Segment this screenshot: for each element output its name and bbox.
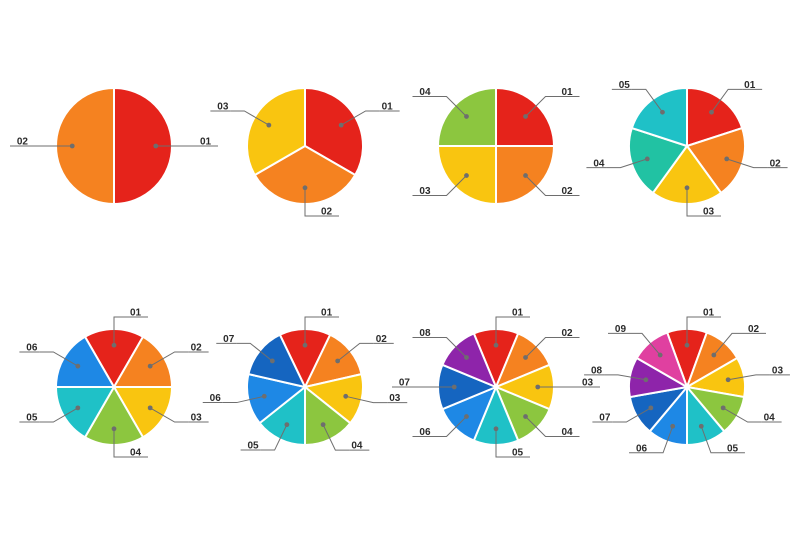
- leader-dot: [535, 385, 540, 390]
- leader-dot: [464, 414, 469, 419]
- leader-dot: [343, 394, 348, 399]
- leader-dot: [147, 406, 152, 411]
- pie-cell-8: 010203040506070809: [591, 272, 782, 504]
- leader-dot: [523, 173, 528, 178]
- leader-dot: [648, 406, 653, 411]
- leader-dot: [523, 414, 528, 419]
- pie-cell-6: 01020304050607: [209, 272, 400, 504]
- leader-dot: [464, 114, 469, 119]
- pie-cell-5: 010203040506: [18, 272, 209, 504]
- pie-chart-2: 0102: [19, 41, 209, 251]
- pie-cell-7: 0102030405060708: [400, 272, 591, 504]
- leader-dot: [451, 385, 456, 390]
- leader-dot: [464, 355, 469, 360]
- leader-dot: [657, 353, 662, 358]
- pie-chart-7: 01020304050607: [210, 282, 400, 492]
- leader-dot: [69, 143, 74, 148]
- leader-dot: [493, 427, 498, 432]
- pie-cell-2: 010203: [209, 30, 400, 262]
- pie-cell-1: 0102: [18, 30, 209, 262]
- leader-dot: [724, 156, 729, 161]
- leader-dot: [266, 122, 271, 127]
- leader-dot: [725, 378, 730, 383]
- leader-dot: [523, 355, 528, 360]
- leader-dot: [684, 343, 689, 348]
- leader-dot: [111, 427, 116, 432]
- leader-dot: [720, 406, 725, 411]
- leader-dot: [644, 156, 649, 161]
- leader-dot: [284, 422, 289, 427]
- pie-chart-3: 010203: [210, 41, 400, 251]
- leader-dot: [269, 359, 274, 364]
- pie-chart-6: 010203040506: [19, 282, 209, 492]
- leader-dot: [709, 110, 714, 115]
- leader-dot: [660, 110, 665, 115]
- leader-dot: [684, 185, 689, 190]
- pie-chart-4: 01020304: [401, 41, 591, 251]
- leader-dot: [670, 424, 675, 429]
- leader-dot: [711, 353, 716, 358]
- pie-chart-8: 0102030405060708: [401, 282, 591, 492]
- pie-grid: 0102 010203 01020304 0102030405 01020304…: [0, 0, 800, 533]
- pie-cell-3: 01020304: [400, 30, 591, 262]
- leader-dot: [261, 394, 266, 399]
- leader-dot: [320, 422, 325, 427]
- leader-dot: [464, 173, 469, 178]
- leader-dot: [338, 122, 343, 127]
- leader-dot: [111, 343, 116, 348]
- leader-dot: [302, 185, 307, 190]
- leader-dot: [147, 364, 152, 369]
- leader-dot: [75, 364, 80, 369]
- leader-dot: [523, 114, 528, 119]
- leader-dot: [302, 343, 307, 348]
- pie-chart-5: 0102030405: [592, 41, 782, 251]
- pie-cell-4: 0102030405: [591, 30, 782, 262]
- pie-chart-9: 010203040506070809: [592, 282, 782, 492]
- leader-dot: [493, 343, 498, 348]
- leader-dot: [153, 143, 158, 148]
- leader-dot: [335, 359, 340, 364]
- leader-dot: [643, 378, 648, 383]
- leader-dot: [698, 424, 703, 429]
- leader-dot: [75, 406, 80, 411]
